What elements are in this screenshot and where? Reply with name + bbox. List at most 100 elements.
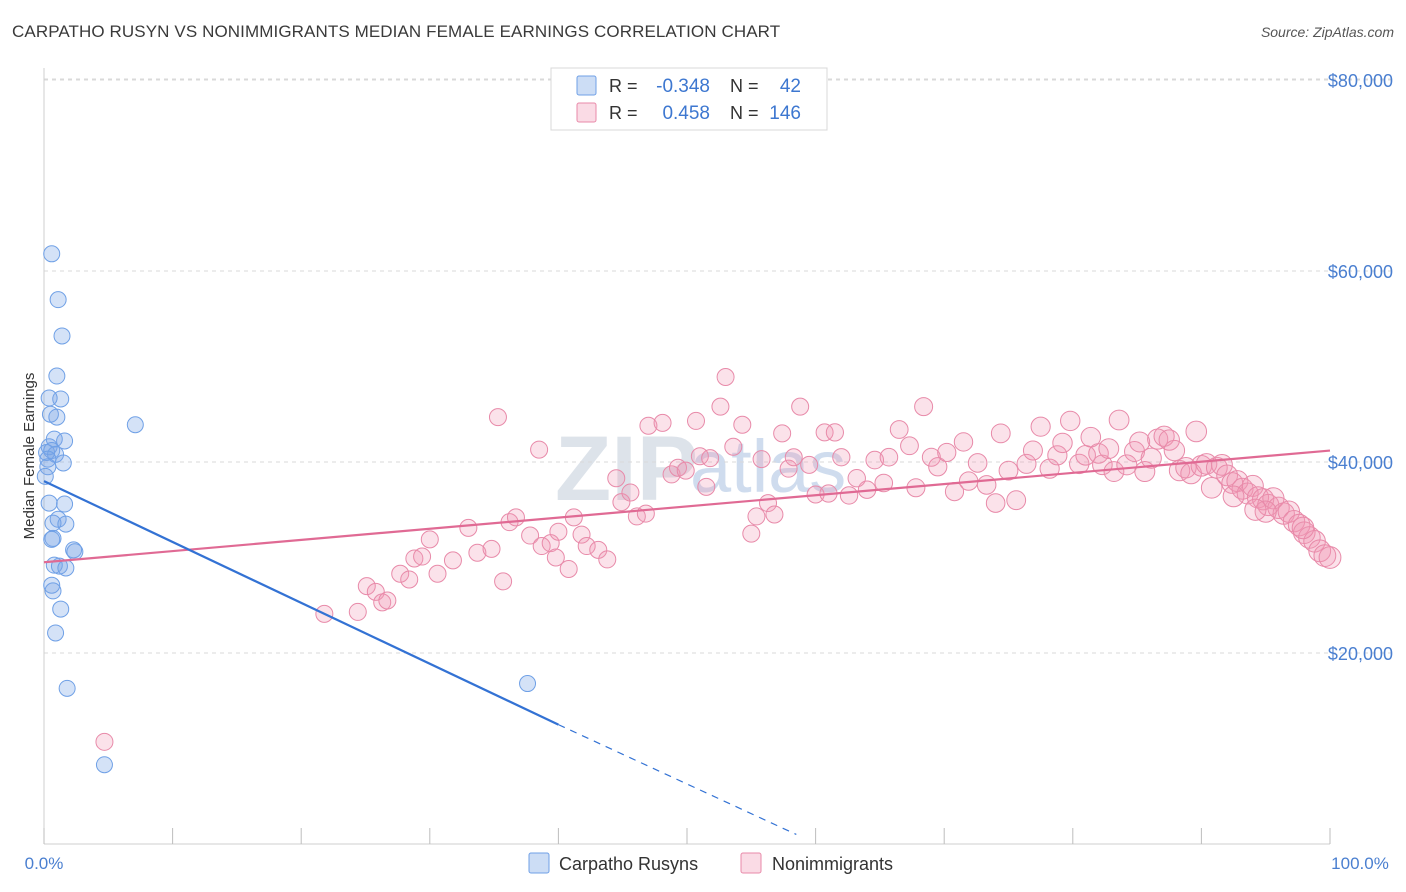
watermark: ZIP atlas [555,418,846,520]
nonimmigrants-point [559,559,578,578]
nonimmigrants-point [1030,416,1051,437]
nonimmigrants-point [530,440,549,459]
nonimmigrants-point [546,548,565,567]
nonimmigrants-points [95,368,1342,751]
nonimmigrants-point [687,411,706,430]
nonimmigrants-point [357,577,376,596]
nonimmigrants-point [348,602,367,621]
nonimmigrants-point [825,423,844,442]
nonimmigrants-point [800,455,819,474]
nonimmigrants-point [1060,410,1081,432]
nonimmigrants-point [1185,420,1208,443]
y-tick-label: $40,000 [1328,453,1393,473]
nonimmigrants-point [1098,438,1120,460]
carpatho-rusyns-points [36,245,537,774]
carpatho-rusyns-point [56,432,74,450]
y-axis-label: Median Female Earnings [21,373,38,540]
nonimmigrants-point [928,457,948,477]
series-legend-swatch-carpatho [528,852,550,874]
legend-r-value-2: 0.458 [662,103,710,124]
series-legend-swatch-nonimmigrants [740,852,762,874]
carpatho-rusyns-point [57,559,75,577]
nonimmigrants-point [1222,485,1245,508]
nonimmigrants-point [521,526,540,545]
nonimmigrants-point [747,507,766,526]
nonimmigrants-point [459,518,478,537]
nonimmigrants-point [711,397,730,416]
y-tick-label: $20,000 [1328,644,1393,664]
nonimmigrants-point [967,453,988,473]
nonimmigrants-point [1163,439,1186,462]
series-legend-label-nonimmigrants: Nonimmigrants [772,854,893,874]
nonimmigrants-point [1103,461,1125,482]
nonimmigrants-point [976,475,997,495]
legend-n-label-1: N = [730,76,759,96]
nonimmigrants-point [1069,453,1090,475]
nonimmigrants-point [701,449,720,468]
carpatho-rusyns-point [53,327,71,345]
nonimmigrants-point [572,525,591,544]
nonimmigrants-point [733,415,752,434]
nonimmigrants-point [428,564,447,583]
nonimmigrants-point [1108,409,1130,431]
carpatho-rusyns-point [43,245,61,263]
carpatho-rusyns-point [49,291,67,309]
nonimmigrants-point [1291,516,1315,540]
nonimmigrants-point [889,420,909,439]
nonimmigrants-point [494,572,513,591]
nonimmigrants-point [815,423,834,442]
nonimmigrants-point [676,461,695,480]
nonimmigrants-point [1022,440,1043,461]
nonimmigrants-point [1244,498,1267,521]
nonimmigrants-point [607,469,626,488]
carpatho-rusyns-point [57,515,75,533]
nonimmigrants-point [779,459,798,478]
trend-lines [43,449,1331,835]
nonimmigrants-point [765,505,784,524]
carpatho-rusyns-trend-extension [558,724,797,835]
nonimmigrants-point [1140,447,1162,469]
nonimmigrants-point [506,508,525,527]
nonimmigrants-point [405,549,424,568]
nonimmigrants-point [1158,429,1180,451]
nonimmigrants-point [1318,546,1342,569]
nonimmigrants-point [752,450,771,469]
nonimmigrants-point [549,522,568,541]
carpatho-rusyns-point [43,576,61,594]
nonimmigrants-point [639,416,658,435]
carpatho-rusyns-point [40,389,58,407]
series-legend-label-carpatho: Carpatho Rusyns [559,854,698,874]
carpatho-rusyns-point [56,495,74,513]
watermark-zip: ZIP [555,418,698,520]
nonimmigrants-point [773,424,792,443]
nonimmigrants-point [391,564,410,583]
legend-swatch-pink [576,102,597,123]
chart-title: CARPATHO RUSYN VS NONIMMIGRANTS MEDIAN F… [12,22,781,41]
carpatho-rusyns-point [52,600,70,618]
legend-r-label-1: R = [609,76,638,96]
x-ticks [43,828,1331,844]
x-tick-label-max: 100.0% [1331,854,1389,873]
carpatho-rusyns-point [66,543,84,561]
nonimmigrants-point [662,465,681,484]
nonimmigrants-point [1200,476,1223,499]
carpatho-rusyns-point [58,679,76,697]
carpatho-rusyns-point [40,494,58,512]
nonimmigrants-point [589,540,608,559]
series-legend: Carpatho Rusyns Nonimmigrants [528,852,893,874]
carpatho-rusyns-point [95,756,113,774]
nonimmigrants-point [413,547,432,566]
nonimmigrants-point [832,448,851,467]
nonimmigrants-point [1124,440,1146,462]
nonimmigrants-point [1006,490,1027,511]
carpatho-rusyns-point [36,467,54,485]
nonimmigrants-point [577,537,596,556]
nonimmigrants-point [921,447,941,467]
nonimmigrants-point [636,504,655,523]
nonimmigrants-point [378,591,397,610]
nonimmigrants-point [791,397,810,416]
nonimmigrants-point [482,539,501,558]
nonimmigrants-point [653,413,672,432]
nonimmigrants-point [937,442,957,463]
nonimmigrants-point [443,551,462,570]
